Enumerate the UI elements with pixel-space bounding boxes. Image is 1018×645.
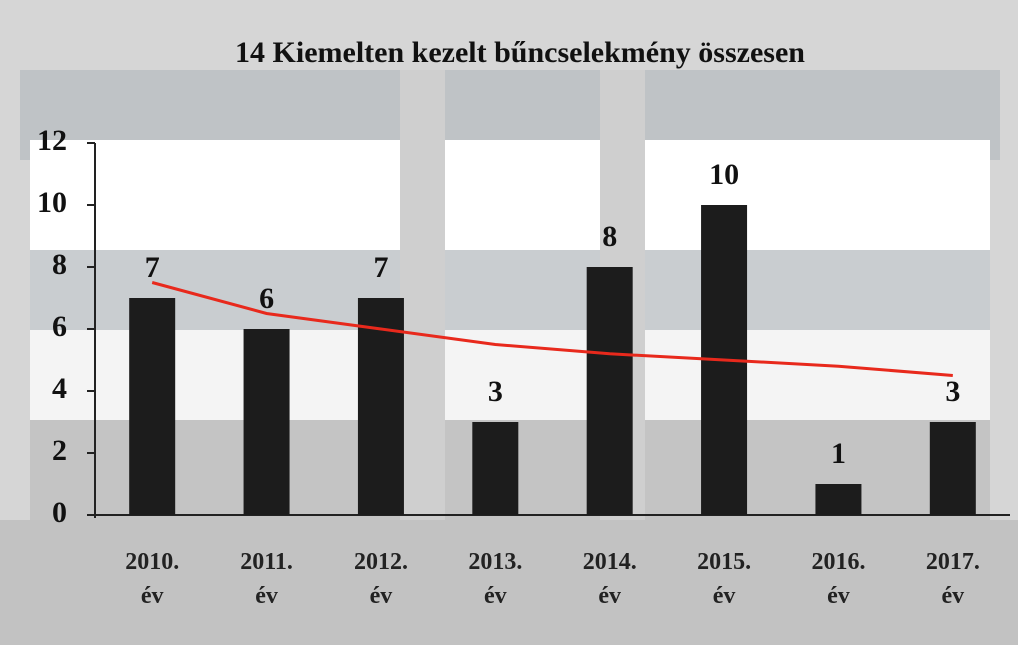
data-label: 1	[831, 437, 846, 470]
bar	[129, 298, 176, 515]
data-label: 8	[602, 220, 617, 253]
bar	[243, 329, 290, 515]
bar	[586, 267, 633, 515]
x-tick-label: 2013. év	[468, 549, 523, 609]
data-label: 7	[145, 251, 160, 284]
y-tick-label: 8	[52, 248, 67, 281]
data-label: 3	[488, 375, 503, 408]
trend-line	[151, 281, 953, 377]
x-tick-label: 2016. év	[811, 549, 866, 609]
x-tick-label: 2015. év	[697, 549, 752, 609]
data-label: 3	[945, 375, 960, 408]
y-tick-label: 0	[52, 496, 67, 529]
chart-title: 14 Kiemelten kezelt bűncselekmény összes…	[235, 36, 805, 69]
data-label: 7	[373, 251, 388, 284]
bar	[472, 422, 519, 515]
x-tick-label: 2014. év	[582, 549, 637, 609]
data-label: 10	[709, 158, 739, 191]
y-tick-label: 12	[37, 124, 67, 157]
y-tick-label: 2	[52, 434, 67, 467]
data-label: 6	[259, 282, 274, 315]
x-tick-label: 2010. év	[125, 549, 180, 609]
x-tick-label: 2012. év	[353, 549, 408, 609]
bar	[357, 298, 404, 515]
y-tick-label: 10	[37, 186, 67, 219]
x-tick-label: 2011. év	[240, 549, 293, 609]
x-tick-label: 2017. év	[925, 549, 980, 609]
y-tick-label: 6	[52, 310, 67, 343]
bar	[815, 484, 862, 515]
bar	[929, 422, 976, 515]
y-tick-label: 4	[52, 372, 67, 405]
